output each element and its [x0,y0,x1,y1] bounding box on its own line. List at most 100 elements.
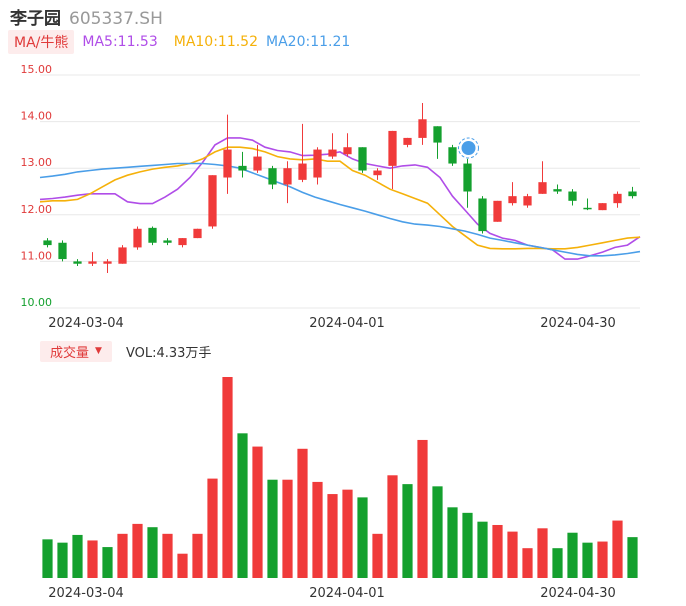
volume-bar [507,531,518,578]
volume-bar [177,553,188,578]
candle-body [493,200,502,222]
volume-bars [42,377,638,578]
candle [43,238,52,248]
x-tick-label: 2024-04-30 [540,316,616,331]
candle-body [403,137,412,145]
volume-bar [387,475,398,578]
volume-bar [432,486,443,578]
ma10-label: MA10:11.52 [173,34,259,50]
ma-line-ma20 [39,162,641,257]
candle [583,198,592,211]
stock-code: 605337.SH [69,9,163,29]
price-y-axis: 15.00 14.00 13.00 12.00 11.00 10.00 [21,63,53,309]
candle [358,147,367,173]
volume-bar [357,497,368,578]
candle-body [538,182,547,194]
volume-bar [72,534,83,578]
candle-body [388,130,397,166]
candle-body [223,149,232,178]
volume-bar [597,541,608,578]
candle [118,245,127,264]
volume-bar [537,528,548,578]
candle [178,238,187,248]
candle [523,193,532,208]
candle [193,228,202,239]
candle-body [613,193,622,204]
candle-body [328,149,337,157]
candle [568,189,577,206]
volume-bar [102,547,113,578]
x-tick-label: 2024-03-04 [48,586,124,601]
candle-body [58,242,67,260]
candle-body [343,147,352,155]
volume-bar [132,523,143,578]
candle-body [103,261,112,264]
candle [223,114,232,194]
event-marker-ring [458,137,479,159]
candle-body [238,165,247,171]
ma-legend: MA/牛熊 MA5:11.53 MA10:11.52 MA20:11.21 [8,30,350,54]
candle-body [523,196,532,206]
candle-body [298,163,307,180]
candle [538,161,547,194]
candle [508,182,517,206]
candle-body [268,168,277,185]
volume-bar [402,484,413,578]
x-tick-label: 2024-04-30 [540,586,616,601]
candle-body [448,147,457,164]
price-x-axis: 2024-03-04 2024-04-01 2024-04-30 [48,316,616,331]
x-tick-label: 2024-04-01 [309,316,385,331]
candle-body [553,189,562,192]
volume-x-axis: 2024-03-04 2024-04-01 2024-04-30 [48,586,616,601]
candle [163,238,172,246]
ma-line-ma10 [39,146,641,250]
volume-bar [282,479,293,578]
volume-bar [42,539,53,578]
volume-bar [57,542,68,578]
volume-bar [162,533,173,578]
ma-line-ma5 [39,137,641,260]
volume-bar [417,439,428,578]
volume-bar [522,548,533,578]
candle-body [628,191,637,197]
ma5-label: MA5:11.53 [82,34,158,50]
volume-bar [492,524,503,578]
volume-value: VOL:4.33万手 [125,345,212,361]
candles [43,102,637,274]
candle-body [283,168,292,185]
candle [88,252,97,267]
candle-body [583,207,592,210]
volume-bar [582,542,593,578]
candle [433,126,442,159]
candle-body [73,261,82,264]
event-marker-dot [461,141,476,155]
y-tick-label: 12.00 [21,203,53,216]
stock-name: 李子园 [10,9,61,29]
candle [238,151,247,178]
y-tick-label: 10.00 [21,296,53,309]
volume-bar [612,520,623,578]
candle [268,165,277,190]
x-tick-label: 2024-03-04 [48,316,124,331]
ma-type-selector[interactable]: MA/牛熊 [8,30,75,54]
candle [133,226,142,250]
candle-body [433,126,442,143]
volume-bar [327,494,338,578]
volume-type-selector[interactable]: 成交量 ▼ [40,340,112,362]
candle [148,226,157,246]
volume-type-label: 成交量 [50,345,90,361]
candle-body [418,119,427,138]
volume-bar [87,540,98,578]
candle-body [133,228,142,248]
candle [103,259,112,274]
candle-body [358,147,367,171]
volume-bar [447,507,458,578]
volume-bar [222,377,233,578]
candle [343,133,352,157]
candle-body [313,149,322,178]
candle [418,102,427,145]
candle-body [463,163,472,192]
candle [283,161,292,204]
candle-body [373,170,382,176]
